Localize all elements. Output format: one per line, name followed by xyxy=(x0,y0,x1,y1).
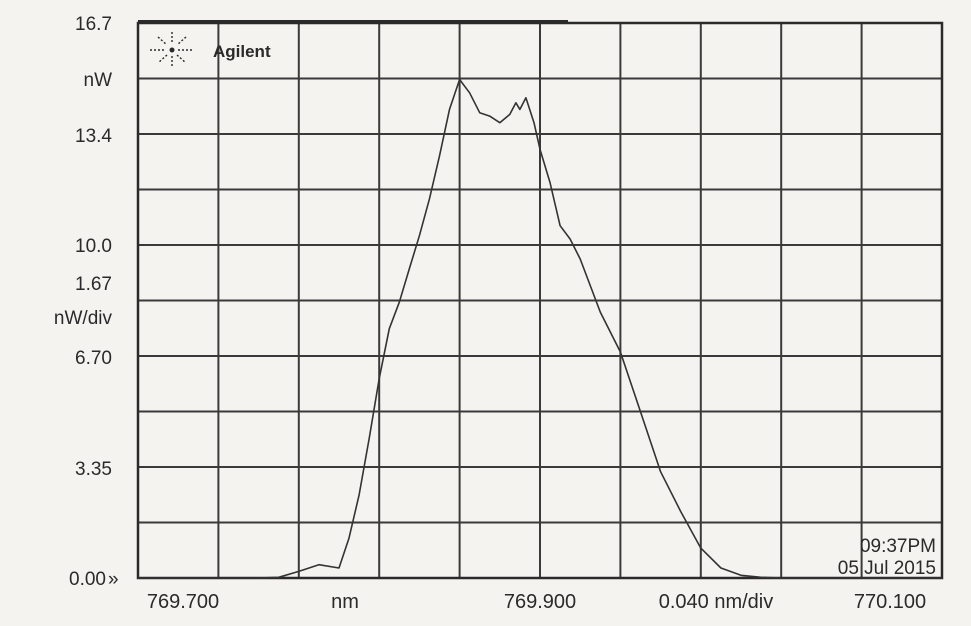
scale-value-label: 1.67 xyxy=(75,274,112,295)
timestamp-date: 05 Jul 2015 xyxy=(838,558,936,579)
y-tick-label: 6.70 xyxy=(75,348,112,369)
x-stop-label: 770.100 xyxy=(854,591,926,613)
brand-name: Agilent xyxy=(213,42,271,61)
y-tick-label: 0.00 xyxy=(69,569,106,590)
agilent-spark-icon xyxy=(150,32,194,68)
zero-marker-icon: » xyxy=(108,569,119,590)
ref-unit-label: nW xyxy=(84,70,113,91)
spectrum-trace xyxy=(138,78,942,579)
y-tick-label: 10.0 xyxy=(75,236,112,257)
x-start-label: 769.700 xyxy=(147,591,219,613)
grid xyxy=(138,23,942,578)
y-tick-label: 3.35 xyxy=(75,459,112,480)
x-center-label: 769.900 xyxy=(504,591,576,613)
timestamp-time: 09:37PM xyxy=(860,536,936,557)
y-tick-label: 13.4 xyxy=(75,126,112,147)
x-unit-label: nm xyxy=(331,591,359,613)
scale-unit-label: nW/div xyxy=(54,308,113,329)
x-span-label: 0.040 nm/div xyxy=(659,591,774,613)
ref-level-label: 16.7 xyxy=(75,14,112,35)
